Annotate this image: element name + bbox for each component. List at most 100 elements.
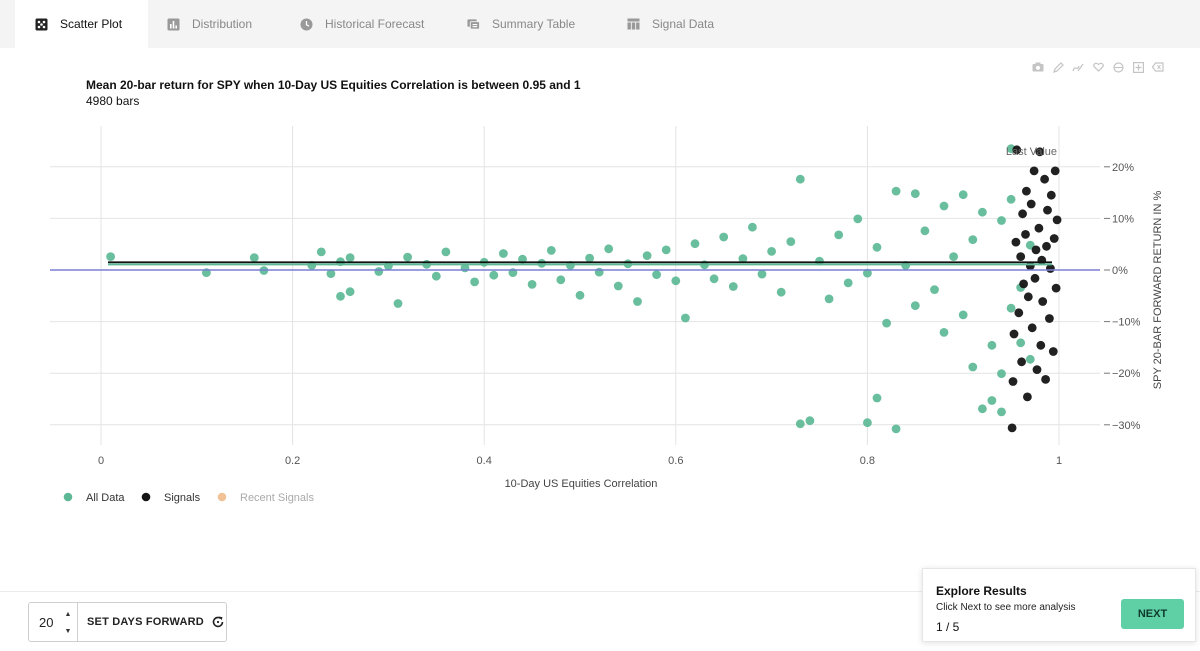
x-tick-label: 1 <box>1056 455 1062 467</box>
tab-signal-data[interactable]: Signal Data <box>608 0 738 48</box>
signal-point <box>1016 252 1026 261</box>
signal-point <box>1017 357 1026 367</box>
pencil-icon[interactable] <box>1048 60 1068 74</box>
legend-label: Signals <box>164 492 201 504</box>
data-point <box>249 253 259 262</box>
y-tick-label: 0% <box>1112 265 1128 277</box>
signal-point <box>1045 314 1054 323</box>
data-point <box>527 280 537 289</box>
footer-divider <box>0 591 1200 592</box>
data-point <box>1025 354 1035 364</box>
tab-historical-forecast[interactable]: Historical Forecast <box>278 0 448 48</box>
signal-point <box>1011 237 1021 247</box>
data-point <box>633 297 642 306</box>
signal-point <box>1027 323 1037 333</box>
data-point <box>345 287 355 297</box>
data-point <box>738 254 748 263</box>
signal-point <box>1040 174 1049 184</box>
signal-point <box>1035 147 1045 157</box>
signal-point <box>1029 166 1039 176</box>
data-point <box>470 277 479 287</box>
days-forward-value[interactable]: 20 <box>39 615 54 630</box>
plot-axes: 0 0.2 0.4 0.6 0.8 1 20% 10% 0% −10% −20% −30% <box>98 162 1141 467</box>
data-point <box>613 281 623 291</box>
set-days-forward-label: SET DAYS FORWARD <box>87 616 204 628</box>
x-tick-label: 0.4 <box>477 455 492 467</box>
data-point <box>795 419 805 429</box>
tab-label: Summary Table <box>492 17 576 31</box>
data-point <box>863 268 872 278</box>
data-point <box>374 267 384 276</box>
table-summary-icon <box>467 18 480 31</box>
data-point <box>719 232 729 242</box>
data-point <box>336 291 345 301</box>
y-tick-label: −30% <box>1112 420 1141 432</box>
signal-point <box>1041 375 1050 384</box>
data-point <box>949 252 958 261</box>
data-point <box>939 201 949 211</box>
scatter-plot[interactable]: 0 0.2 0.4 0.6 0.8 1 20% 10% 0% −10% −20% −30% Last … <box>0 0 1200 520</box>
data-point <box>575 290 585 300</box>
signal-point <box>1046 190 1056 200</box>
plot-grid <box>50 126 1100 445</box>
data-point <box>920 226 930 236</box>
data-point <box>537 258 547 268</box>
data-point <box>853 214 863 224</box>
tab-label: Historical Forecast <box>325 17 425 31</box>
signal-point <box>1032 365 1042 374</box>
data-point <box>499 249 508 258</box>
add-shape-icon[interactable] <box>1128 60 1148 74</box>
erase-icon[interactable] <box>1148 60 1168 74</box>
camera-icon[interactable] <box>1028 60 1048 74</box>
legend-marker <box>217 492 227 502</box>
circle-icon[interactable] <box>1108 60 1128 74</box>
data-point <box>489 270 499 280</box>
data-point <box>997 407 1006 417</box>
tab-summary-table[interactable]: Summary Table <box>448 0 608 48</box>
data-point <box>757 269 767 279</box>
data-point <box>958 310 968 320</box>
signal-point <box>1048 347 1058 356</box>
legend-marker <box>63 492 73 502</box>
data-point <box>939 328 949 337</box>
data-point <box>834 230 844 240</box>
data-point <box>795 174 805 184</box>
legend-label: All Data <box>86 492 125 504</box>
data-point <box>872 242 882 252</box>
signal-point <box>1018 209 1027 219</box>
data-point <box>326 269 336 278</box>
stepper-up-icon[interactable]: ▲ <box>64 610 72 618</box>
data-point <box>987 340 997 350</box>
data-point <box>106 252 115 261</box>
data-point <box>910 301 920 310</box>
set-days-forward-button[interactable]: SET DAYS FORWARD <box>77 602 227 642</box>
data-point <box>891 424 901 434</box>
pencil-freeform-icon[interactable] <box>1068 60 1088 74</box>
data-point <box>776 287 786 297</box>
x-tick-label: 0.2 <box>285 455 300 467</box>
data-point <box>403 252 412 262</box>
shape-icon[interactable] <box>1088 60 1108 74</box>
data-point <box>930 285 939 294</box>
table-icon <box>627 18 640 31</box>
signal-point <box>1021 230 1030 239</box>
stepper-down-icon[interactable]: ▼ <box>64 627 72 635</box>
signal-point <box>1023 292 1033 302</box>
chart-subtitle: 4980 bars <box>86 94 140 108</box>
tab-distribution[interactable]: Distribution <box>148 0 278 48</box>
days-forward-stepper[interactable]: 20 ▲ ▼ <box>28 602 78 642</box>
legend-label: Recent Signals <box>240 492 314 504</box>
y-tick-label: 20% <box>1112 162 1134 174</box>
data-point <box>652 270 661 279</box>
scatter-plot-icon <box>35 18 48 31</box>
tab-scatter-plot[interactable]: Scatter Plot <box>15 0 148 48</box>
data-point <box>1006 303 1016 313</box>
data-point <box>681 313 690 323</box>
data-point <box>987 396 997 405</box>
data-point <box>431 271 441 281</box>
data-point <box>882 318 891 328</box>
next-button[interactable]: NEXT <box>1121 599 1184 629</box>
signal-point <box>1043 205 1052 215</box>
data-point <box>843 278 853 288</box>
explore-results-panel: Explore Results Click Next to see more a… <box>922 568 1196 642</box>
